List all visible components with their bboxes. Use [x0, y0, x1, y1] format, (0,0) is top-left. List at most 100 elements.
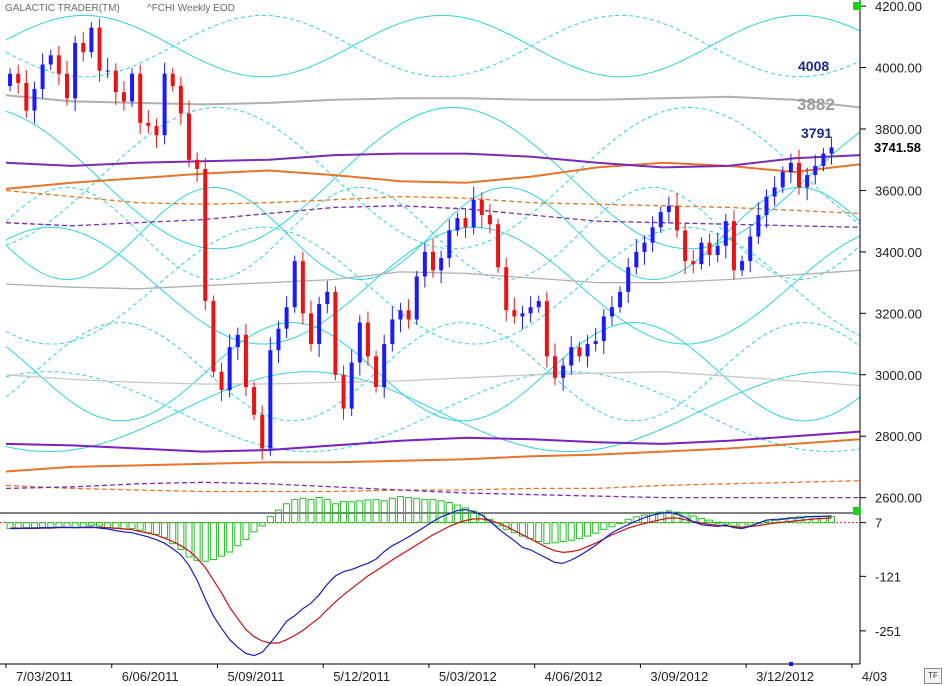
- histogram-bar: [746, 522, 754, 526]
- histogram-bar: [405, 496, 413, 524]
- candle-body: [666, 205, 671, 212]
- histogram-bar: [185, 522, 193, 558]
- candle-body: [162, 73, 167, 136]
- histogram-bar: [421, 499, 429, 524]
- candle-body: [821, 153, 826, 166]
- candle-body: [512, 310, 517, 317]
- overlay-band-line: [5, 371, 861, 387]
- histogram-bar: [551, 522, 559, 544]
- candle-body: [723, 221, 728, 246]
- y-tick-label: 3800.00: [875, 122, 922, 137]
- candle-body: [398, 310, 403, 320]
- candle-body: [268, 350, 273, 449]
- candle-body: [788, 162, 793, 173]
- candle-body: [829, 147, 834, 154]
- histogram-bar: [242, 522, 250, 540]
- histogram-bar: [689, 515, 697, 524]
- candle-body: [325, 291, 330, 305]
- histogram-bar: [657, 511, 665, 524]
- histogram-bar: [315, 496, 323, 524]
- x-tick-label: 4/03: [862, 669, 887, 684]
- candle-body: [292, 261, 297, 308]
- histogram-bar: [307, 499, 315, 524]
- candle-body: [146, 122, 151, 126]
- candle-body: [683, 230, 688, 262]
- macd-tick-label: 7: [875, 516, 882, 531]
- y-tick-label: 4000.00: [875, 61, 922, 76]
- candle-body: [211, 301, 216, 372]
- histogram-bar: [283, 503, 291, 524]
- candle-body: [252, 387, 257, 415]
- histogram-bar: [193, 522, 201, 561]
- candle-body: [479, 199, 484, 216]
- candle-body: [585, 344, 590, 357]
- histogram-bar: [502, 522, 510, 530]
- candle-body: [235, 334, 240, 348]
- candle-body: [300, 261, 305, 314]
- cycle-wave-line: [5, 14, 861, 78]
- histogram-bar: [543, 522, 551, 545]
- candle-body: [455, 218, 460, 231]
- candle-body: [544, 301, 549, 357]
- histogram-bar: [226, 522, 234, 553]
- cursor-marker: [789, 662, 793, 666]
- candle-body: [797, 162, 801, 188]
- candle-body: [56, 55, 61, 74]
- candle-body: [756, 215, 761, 237]
- annotations: 4008 3882 3791 3741.58: [797, 58, 921, 155]
- level-label: 3882: [797, 95, 835, 114]
- candlesticks: [8, 18, 834, 460]
- histogram-bar: [437, 500, 445, 524]
- candle-body: [24, 82, 29, 111]
- y-tick-label: 3000.00: [875, 368, 922, 383]
- candle-body: [170, 73, 175, 87]
- histogram-bar: [136, 522, 144, 531]
- candle-body: [504, 267, 509, 311]
- histogram-bar: [584, 522, 592, 537]
- histogram-bar: [510, 522, 518, 534]
- y-tick-label: 2600.00: [875, 491, 922, 506]
- histogram-bar: [372, 499, 380, 524]
- histogram-bar: [177, 522, 185, 550]
- candle-body: [154, 125, 159, 136]
- candle-body: [40, 64, 45, 90]
- candle-body: [487, 215, 492, 225]
- overlay-band-line: [5, 430, 861, 453]
- candle-body: [16, 73, 21, 83]
- histogram-bar: [608, 522, 616, 528]
- histogram-bar: [681, 512, 689, 524]
- timeframe-button[interactable]: TF: [924, 668, 942, 684]
- candle-body: [748, 236, 753, 262]
- histogram-bar: [234, 522, 242, 547]
- cycle-wave-line: [5, 14, 861, 78]
- histogram-bar: [429, 499, 437, 524]
- candle-body: [65, 73, 69, 99]
- histogram-bar: [291, 499, 299, 524]
- candle-body: [805, 175, 810, 188]
- y-tick-label: 2800.00: [875, 429, 922, 444]
- y-tick-label: 4200.00: [875, 0, 922, 14]
- candle-body: [740, 261, 745, 271]
- histogram-bar: [6, 522, 14, 530]
- overlay-band-line: [5, 152, 861, 169]
- macd-line: [10, 508, 832, 657]
- histogram-bar: [649, 512, 657, 524]
- x-tick-label: 3/12/2012: [756, 669, 814, 684]
- candle-body: [422, 251, 427, 277]
- candle-body: [374, 356, 379, 388]
- cycle-wave-line: [5, 226, 861, 345]
- candle-body: [390, 319, 395, 345]
- cycle-wave-line: [5, 106, 861, 250]
- candle-body: [309, 313, 313, 345]
- histogram-bar: [364, 499, 372, 524]
- cycle-wave-line: [5, 322, 861, 422]
- histogram-bar: [380, 500, 388, 524]
- histogram-bar: [722, 522, 730, 525]
- x-tick-label: 4/06/2012: [545, 669, 603, 684]
- candle-body: [618, 291, 623, 308]
- histogram-bar: [470, 510, 478, 524]
- candle-body: [243, 334, 248, 388]
- x-tick-label: 5/03/2012: [439, 669, 497, 684]
